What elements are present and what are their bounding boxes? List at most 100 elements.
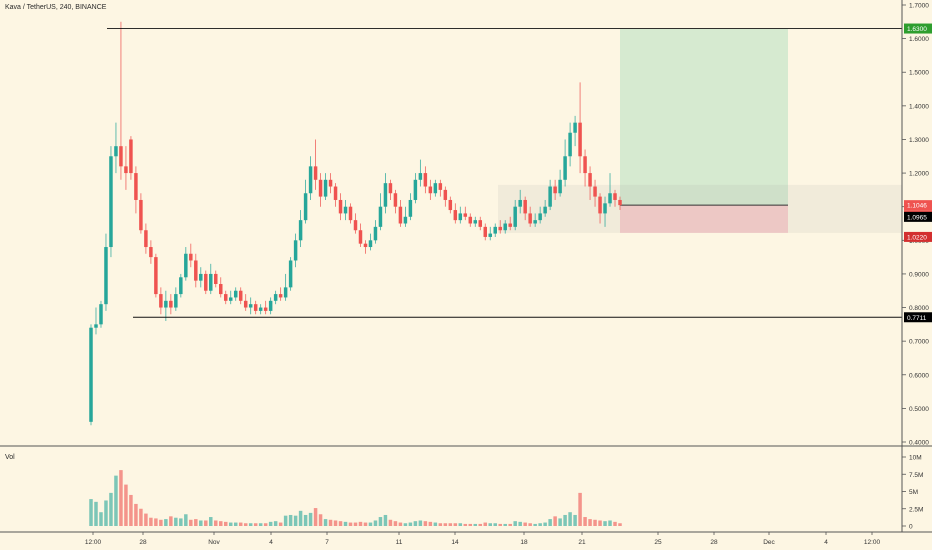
volume-bar (578, 492, 582, 526)
volume-bar (373, 520, 378, 526)
volume-bar (343, 521, 348, 526)
volume-bar (268, 521, 273, 526)
candle-body (243, 300, 248, 308)
candle-body (149, 247, 153, 258)
candle-body (358, 230, 363, 244)
candle-body (184, 253, 188, 278)
candle-body (563, 156, 567, 180)
time-axis-label: 28 (710, 539, 718, 546)
price-axis[interactable]: 1.7000 1.6000 1.5000 1.4000 1.3000 1.2000 1.10… (902, 3, 929, 447)
candle-body (283, 287, 288, 298)
volume-bar (583, 517, 587, 526)
volume-bar (473, 523, 478, 526)
candle-body (174, 294, 178, 308)
volume-bar (448, 523, 453, 526)
volume-axis-label: 5M (909, 489, 918, 496)
price-axis-label: 0.4000 (909, 440, 929, 447)
volume-bar (553, 516, 557, 526)
volume-bar (598, 520, 602, 526)
volume-bar (179, 518, 183, 526)
candle-body (298, 220, 303, 241)
candle-body (179, 277, 183, 295)
volume-bar (139, 508, 143, 526)
candle-body (209, 273, 213, 291)
volume-bar (523, 522, 527, 526)
time-axis-label: 4 (824, 539, 828, 546)
volume-bar (558, 518, 562, 526)
volume-bar (493, 523, 497, 526)
volume-bar (159, 519, 163, 526)
candle-body (263, 307, 268, 311)
volume-bar (498, 523, 502, 526)
candle-body (253, 304, 258, 311)
stop-zone (620, 205, 788, 233)
volume-bar (393, 521, 398, 526)
candle-body (398, 206, 403, 224)
volume-bar (278, 522, 283, 526)
volume-bar (383, 514, 388, 526)
candle-body (403, 216, 408, 224)
candle-body (129, 139, 133, 174)
volume-bar (114, 475, 118, 526)
volume-bar (328, 519, 333, 526)
candle-body (503, 223, 507, 231)
price-axis-label: 0.8000 (909, 305, 929, 312)
candle-body (258, 307, 263, 311)
target-zone (620, 28, 788, 206)
volume-bar (603, 521, 607, 526)
volume-bar (263, 523, 268, 526)
range-box (498, 184, 902, 233)
volume-bar (283, 515, 288, 526)
current-price-tag-bg (904, 200, 932, 211)
volume-bar (104, 500, 108, 526)
candle-body (164, 300, 168, 308)
volume-bar (573, 514, 577, 526)
candle-body (578, 122, 582, 157)
candle-body (463, 213, 468, 217)
time-axis-label: Dec (763, 539, 775, 546)
candle-body (338, 199, 343, 214)
level-price-tag-bg (904, 312, 932, 323)
time-axis-label: 12:00 (85, 539, 102, 546)
volume-axis-label: 10M (909, 455, 922, 462)
volume-bar (308, 512, 313, 526)
volume-bar (253, 523, 258, 526)
time-axis[interactable]: 12:00 28 Nov 4 7 11 14 18 21 25 28 Dec 4 12:00 (85, 532, 881, 546)
candle-body (473, 220, 478, 224)
candle-body (169, 300, 173, 308)
candle-body (603, 203, 607, 214)
candle-body (318, 179, 323, 197)
volume-axis-label: 2.5M (909, 506, 923, 513)
price-axis-label: 0.6000 (909, 372, 929, 379)
volume-bar (518, 521, 522, 526)
volume-bar (119, 470, 123, 526)
volume-label: Vol (5, 454, 15, 461)
volume-bar (398, 522, 403, 526)
candle-body (233, 290, 238, 298)
candle-body (478, 220, 483, 227)
volume-bar (298, 510, 303, 526)
volume-bar (478, 523, 483, 526)
candle-body (608, 193, 612, 204)
candle-body (558, 179, 562, 194)
volume-bar (353, 522, 358, 526)
volume-bar (368, 522, 373, 526)
candle-body (313, 166, 318, 180)
volume-bar (483, 522, 488, 526)
entry-price-tag: 1.0965 (907, 214, 927, 221)
candle-body (308, 166, 313, 194)
volume-bar (124, 484, 128, 526)
candle-body (483, 226, 488, 237)
volume-bar (228, 522, 233, 526)
candle-body (433, 183, 438, 194)
volume-bar (174, 517, 178, 526)
volume-bar (238, 522, 243, 526)
volume-bar (533, 523, 537, 526)
price-axis-label: 1.4000 (909, 103, 929, 110)
candle-body (538, 213, 542, 221)
candle-body (333, 186, 338, 200)
time-axis-label: 12:00 (864, 539, 881, 546)
candle-body (194, 260, 198, 281)
volume-bar (458, 523, 463, 526)
